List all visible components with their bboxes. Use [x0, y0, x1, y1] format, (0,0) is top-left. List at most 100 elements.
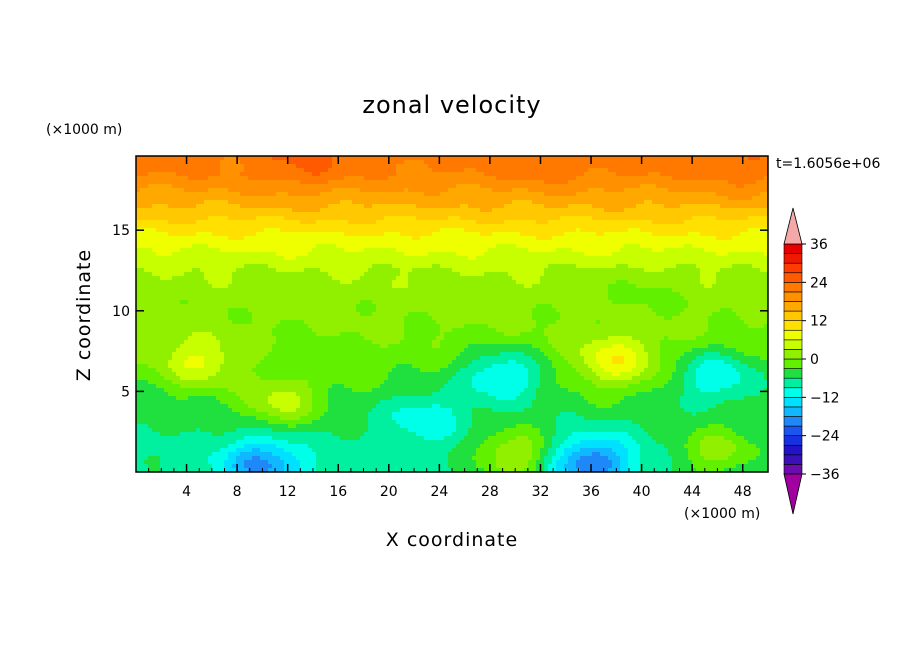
field-cell — [216, 276, 221, 281]
field-cell — [448, 188, 453, 193]
field-cell — [260, 196, 265, 201]
field-cell — [652, 236, 657, 241]
field-cell — [156, 280, 161, 285]
field-cell — [384, 248, 389, 253]
field-cell — [352, 256, 357, 261]
field-cell — [168, 160, 173, 165]
field-cell — [464, 228, 469, 233]
field-cell — [324, 276, 329, 281]
field-cell — [708, 156, 713, 161]
field-cell — [720, 212, 725, 217]
field-cell — [364, 268, 369, 273]
field-cell — [568, 228, 573, 233]
field-cell — [560, 156, 565, 161]
field-cell — [484, 204, 489, 209]
field-cell — [148, 176, 153, 181]
field-cell — [580, 208, 585, 213]
field-cell — [484, 156, 489, 161]
field-cell — [400, 256, 405, 261]
field-cell — [300, 168, 305, 173]
field-cell — [352, 204, 357, 209]
field-cell — [320, 260, 325, 265]
field-cell — [432, 256, 437, 261]
field-cell — [200, 272, 205, 277]
field-cell — [152, 172, 157, 177]
field-cell — [148, 272, 153, 277]
field-cell — [188, 268, 193, 273]
field-cell — [256, 264, 261, 269]
field-cell — [216, 224, 221, 229]
field-cell — [696, 276, 701, 281]
field-cell — [480, 228, 485, 233]
field-cell — [272, 280, 277, 285]
field-cell — [608, 208, 613, 213]
field-cell — [420, 164, 425, 169]
field-cell — [328, 276, 333, 281]
field-cell — [456, 164, 461, 169]
field-cell — [608, 248, 613, 253]
field-cell — [732, 180, 737, 185]
field-cell — [196, 160, 201, 165]
field-cell — [440, 200, 445, 205]
field-cell — [420, 240, 425, 245]
field-cell — [288, 168, 293, 173]
field-cell — [420, 220, 425, 225]
field-cell — [400, 160, 405, 165]
field-cell — [160, 224, 165, 229]
field-cell — [580, 204, 585, 209]
field-cell — [188, 188, 193, 193]
field-cell — [352, 192, 357, 197]
field-cell — [316, 212, 321, 217]
field-cell — [252, 196, 257, 201]
field-cell — [388, 264, 393, 269]
field-cell — [440, 244, 445, 249]
field-cell — [184, 220, 189, 225]
field-cell — [492, 168, 497, 173]
field-cell — [160, 240, 165, 245]
field-cell — [380, 204, 385, 209]
field-cell — [528, 264, 533, 269]
field-cell — [184, 256, 189, 261]
field-cell — [204, 176, 209, 181]
field-cell — [428, 228, 433, 233]
field-cell — [172, 168, 177, 173]
field-cell — [404, 168, 409, 173]
field-cell — [728, 212, 733, 217]
field-cell — [272, 248, 277, 253]
field-cell — [176, 268, 181, 273]
field-cell — [408, 252, 413, 257]
field-cell — [680, 276, 685, 281]
field-cell — [748, 220, 753, 225]
field-cell — [520, 212, 525, 217]
field-cell — [608, 172, 613, 177]
field-cell — [228, 216, 233, 221]
field-cell — [548, 260, 553, 265]
field-cell — [724, 260, 729, 265]
field-cell — [624, 188, 629, 193]
field-cell — [444, 220, 449, 225]
field-cell — [416, 196, 421, 201]
field-cell — [224, 220, 229, 225]
field-cell — [328, 204, 333, 209]
field-cell — [616, 240, 621, 245]
field-cell — [236, 268, 241, 273]
field-cell — [396, 236, 401, 241]
field-cell — [724, 224, 729, 229]
field-cell — [392, 232, 397, 237]
field-cell — [716, 236, 721, 241]
field-cell — [704, 204, 709, 209]
field-cell — [748, 224, 753, 229]
field-cell — [184, 208, 189, 213]
field-cell — [444, 216, 449, 221]
field-cell — [144, 168, 149, 173]
field-cell — [612, 228, 617, 233]
field-cell — [436, 224, 441, 229]
field-cell — [616, 192, 621, 197]
field-cell — [612, 268, 617, 273]
field-cell — [172, 184, 177, 189]
field-cell — [256, 268, 261, 273]
field-cell — [732, 232, 737, 237]
field-cell — [404, 184, 409, 189]
field-cell — [588, 184, 593, 189]
field-cell — [636, 248, 641, 253]
